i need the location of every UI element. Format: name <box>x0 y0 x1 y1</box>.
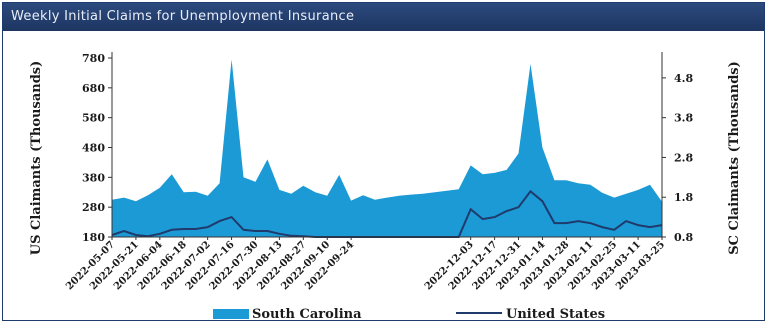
y-left-tick-label: 780 <box>82 52 105 65</box>
series-south-carolina-area <box>112 59 662 237</box>
y-left-tick-label: 280 <box>82 201 105 214</box>
area-layer <box>111 59 663 237</box>
y-right-tick-label: 0.8 <box>674 231 693 244</box>
legend-label-south-carolina: South Carolina <box>252 307 362 322</box>
y-left-tick-label: 480 <box>82 142 105 155</box>
y-axis-right-label: SC Claimants (Thousands) <box>727 61 742 255</box>
chart-panel: Weekly Initial Claims for Unemployment I… <box>2 2 765 321</box>
y-right-tick-label: 3.8 <box>674 112 693 125</box>
y-axis-left-label: US Claimants (Thousands) <box>29 61 44 256</box>
y-left-tick-label: 580 <box>82 112 105 125</box>
legend-swatch-south-carolina <box>213 309 249 319</box>
y-right-tick-label: 4.8 <box>674 72 693 85</box>
tick-layer: 1802803804805806807800.81.82.83.84.82022… <box>64 52 693 292</box>
y-left-tick-label: 180 <box>82 231 105 244</box>
axes-layer <box>111 52 663 238</box>
y-left-tick-label: 380 <box>82 171 105 184</box>
chart-title: Weekly Initial Claims for Unemployment I… <box>3 3 764 31</box>
legend: South Carolina United States <box>213 307 605 322</box>
y-left-tick-label: 680 <box>82 82 105 95</box>
y-right-tick-label: 2.8 <box>674 151 693 164</box>
y-right-tick-label: 1.8 <box>674 191 693 204</box>
legend-label-united-states: United States <box>506 307 605 322</box>
